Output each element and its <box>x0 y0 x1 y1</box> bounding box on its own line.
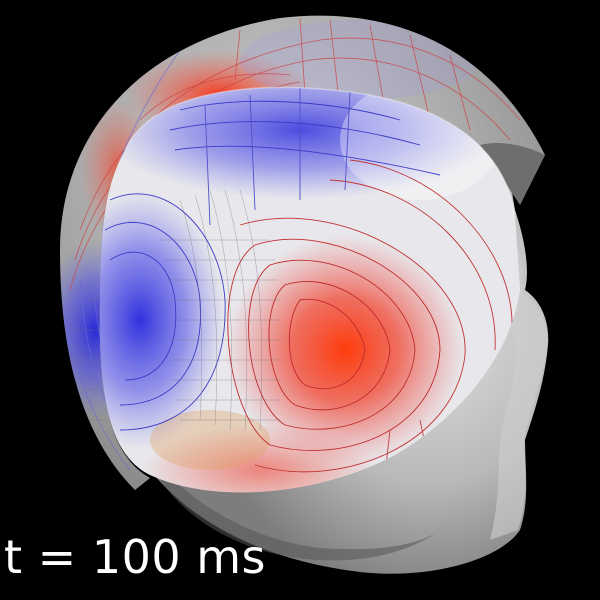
inner-surface-edge <box>124 86 516 216</box>
time-label: t = 100 ms <box>4 530 267 584</box>
face-profile-shading <box>490 215 548 540</box>
helmet-rim-right <box>480 143 545 205</box>
